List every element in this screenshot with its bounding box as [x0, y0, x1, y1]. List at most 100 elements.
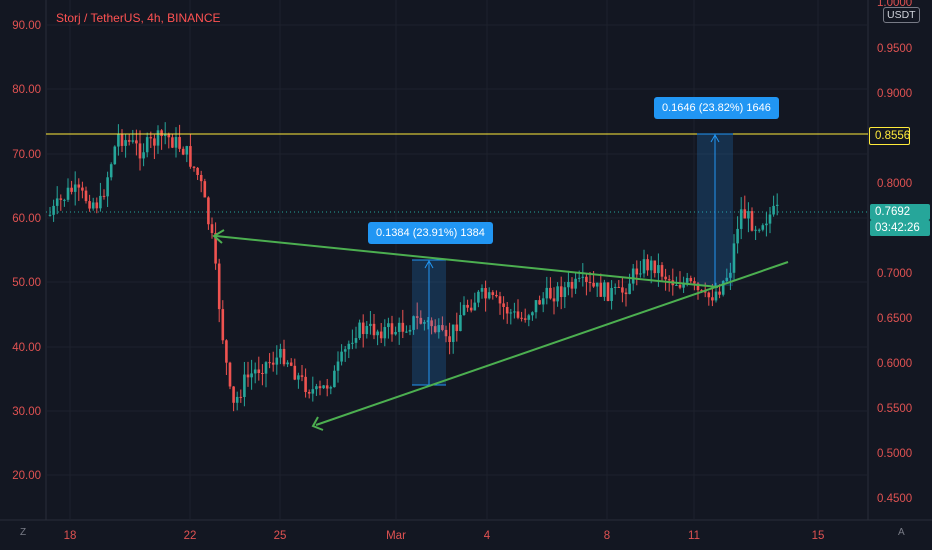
candle-body — [423, 322, 426, 324]
candle-body — [433, 326, 437, 333]
right-axis-label: 0.4500 — [877, 493, 913, 505]
time-axis-label: 11 — [688, 530, 700, 542]
timezone-button[interactable]: Z — [20, 527, 27, 538]
candle-body — [613, 286, 617, 288]
candle-body — [221, 309, 225, 341]
candle-body — [160, 130, 163, 136]
price-range-measure-label-2[interactable]: 0.1646 (23.82%) 1646 — [654, 97, 779, 119]
candle-body — [91, 202, 95, 209]
candle-body — [520, 317, 523, 319]
current-price-tag: 0.7692 — [870, 204, 930, 220]
lower-trendline — [315, 261, 789, 426]
candle-body — [142, 152, 145, 159]
candle-body — [372, 323, 376, 336]
upper-trendline-arrowhead — [212, 229, 225, 244]
candle-body — [567, 281, 570, 288]
candle-body — [138, 143, 142, 159]
candle-body — [592, 282, 595, 287]
candle-body — [405, 331, 408, 333]
candle-body — [246, 374, 250, 378]
candle-body — [300, 375, 304, 377]
candle-body — [297, 375, 300, 380]
candle-body — [729, 272, 732, 278]
measure-arrowhead-2 — [710, 133, 720, 143]
candle-body — [664, 276, 667, 280]
candle-body — [595, 282, 599, 287]
candle-body — [750, 211, 754, 231]
candle-body — [369, 323, 372, 326]
left-axis-label: 20.00 — [12, 470, 41, 482]
candle-body — [477, 291, 480, 303]
candle-body — [192, 166, 196, 168]
candle-body — [286, 362, 289, 365]
candle-body — [178, 137, 181, 149]
candle-body — [250, 373, 253, 378]
candle-body — [271, 362, 275, 365]
candle-body — [379, 331, 383, 339]
price-range-measure-label-1[interactable]: 0.1384 (23.91%) 1384 — [368, 222, 493, 244]
candle-body — [419, 317, 423, 324]
candle-body — [217, 263, 221, 310]
candle-body — [325, 385, 329, 389]
candle-body — [451, 324, 455, 343]
candle-body — [415, 316, 419, 318]
right-axis-label: 0.8000 — [877, 178, 913, 190]
candle-body — [693, 281, 696, 284]
candle-body — [329, 387, 333, 389]
candle-body — [491, 292, 495, 295]
candle-body — [358, 322, 361, 339]
candle-body — [214, 232, 217, 264]
right-axis-label: 0.7000 — [877, 268, 913, 280]
candle-body — [531, 312, 534, 316]
time-axis-label: 22 — [183, 530, 197, 542]
candle-body — [225, 340, 228, 363]
left-axis-label: 50.00 — [12, 277, 41, 289]
candle-body — [721, 281, 725, 295]
chart-title: Storj / TetherUS, 4h, BINANCE — [56, 11, 221, 25]
candle-body — [660, 265, 664, 277]
candle-body — [59, 198, 63, 200]
candle-body — [66, 187, 70, 200]
candle-body — [361, 322, 365, 335]
candle-body — [426, 320, 430, 323]
candle-body — [714, 291, 718, 301]
candle-body — [264, 362, 268, 374]
candle-body — [311, 389, 315, 394]
measure-arrowhead-1 — [424, 259, 434, 269]
candle-body — [498, 296, 502, 304]
time-axis-label: 4 — [483, 530, 491, 542]
candle-body — [336, 361, 340, 371]
bar-countdown-tag: 03:42:26 — [870, 220, 930, 236]
candle-body — [747, 211, 750, 219]
candle-body — [527, 315, 531, 320]
candle-body — [77, 184, 81, 188]
candle-body — [682, 282, 685, 288]
auto-scale-button[interactable]: A — [898, 527, 905, 538]
candle-body — [293, 365, 297, 380]
candle-body — [235, 396, 239, 403]
left-axis-label: 90.00 — [12, 20, 41, 32]
candle-body — [577, 277, 581, 279]
candle-body — [570, 281, 574, 289]
candle-body — [707, 292, 711, 298]
candle-body — [149, 137, 153, 139]
currency-unit-badge[interactable]: USDT — [883, 7, 920, 23]
candle-body — [397, 322, 401, 332]
candle-body — [153, 138, 156, 146]
candle-body — [466, 304, 469, 308]
time-axis-label: 8 — [603, 530, 611, 542]
lower-trendline-arrowhead — [311, 416, 324, 431]
candle-body — [113, 146, 117, 165]
candle-body — [63, 199, 66, 201]
candle-body — [631, 268, 635, 284]
candle-body — [556, 286, 559, 302]
candle-body — [444, 329, 448, 337]
time-axis-label: 15 — [811, 530, 825, 542]
candle-body — [347, 343, 351, 350]
candle-body — [88, 201, 91, 209]
candle-body — [232, 386, 235, 403]
candle-body — [196, 167, 199, 175]
candle-body — [52, 205, 55, 215]
